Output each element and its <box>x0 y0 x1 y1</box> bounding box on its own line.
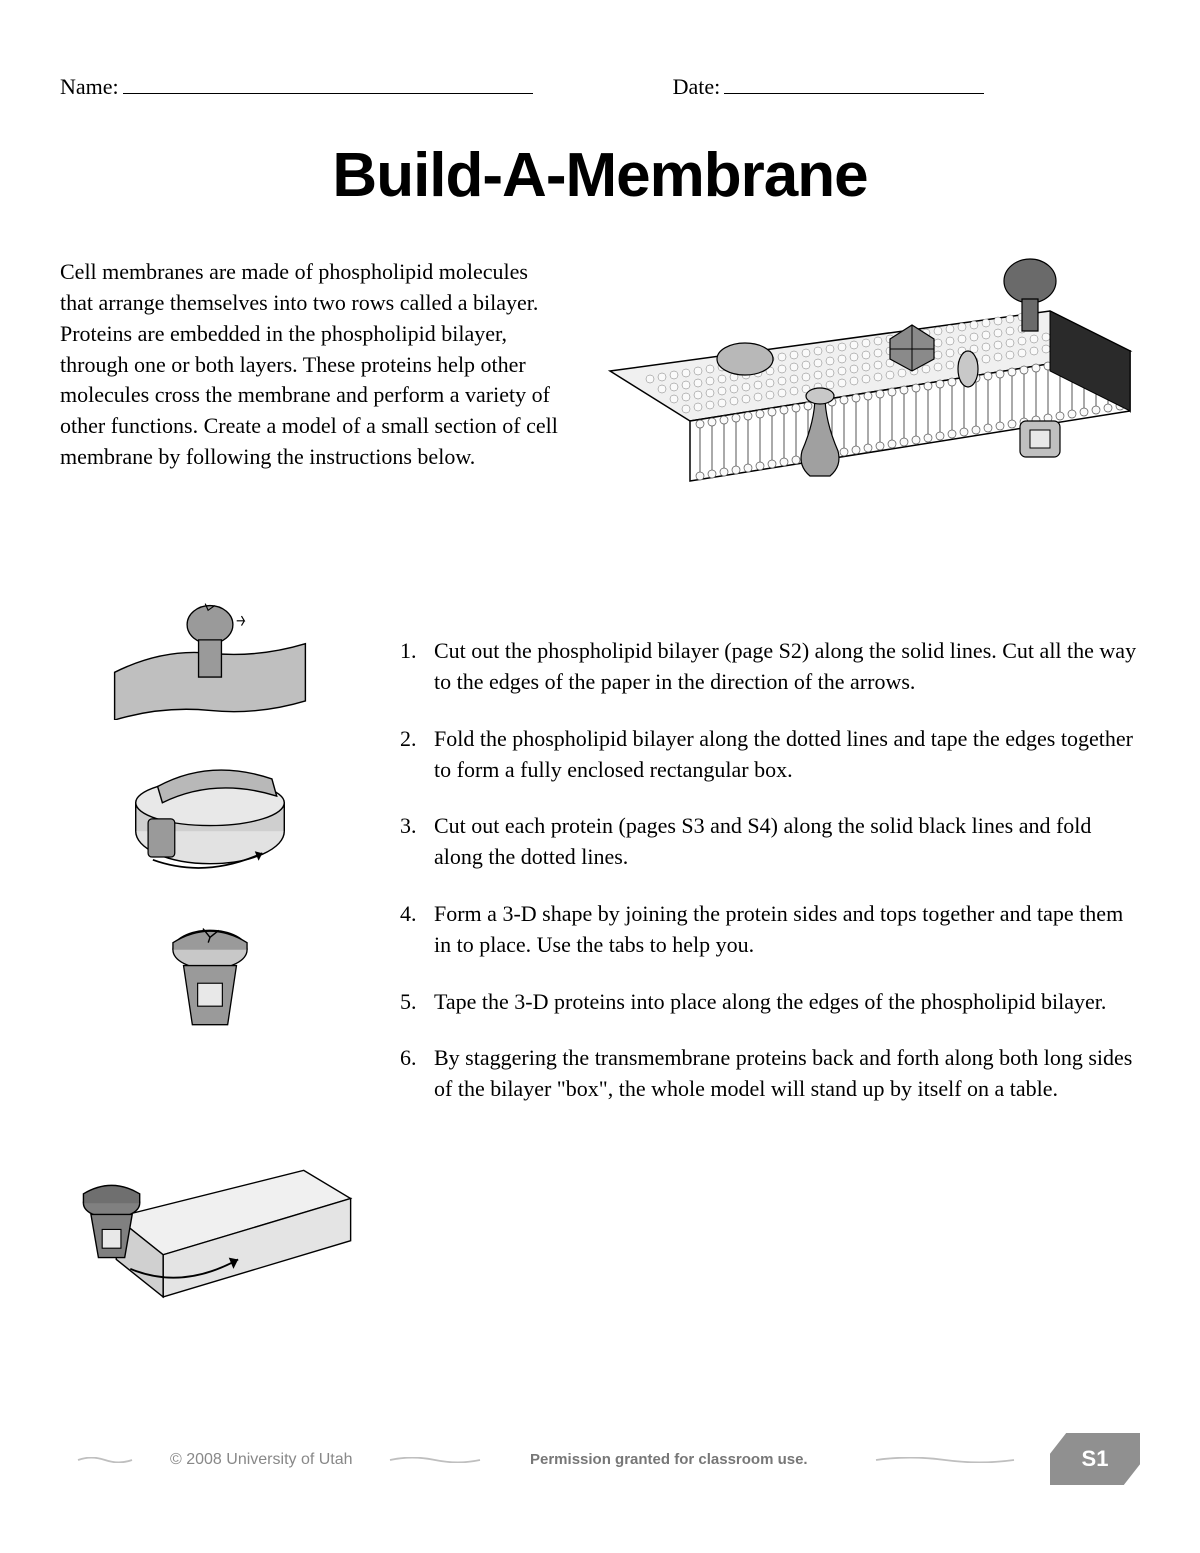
step-item: Form a 3-D shape by joining the protein … <box>400 899 1140 961</box>
step-diagram-2 <box>110 750 310 884</box>
step-diagram-4 <box>60 1086 360 1311</box>
footer-wave-icon <box>60 1457 150 1463</box>
footer-wave-icon <box>360 1457 510 1463</box>
membrane-illustration <box>590 251 1150 516</box>
steps-column: Cut out the phospholipid bilayer (page S… <box>400 596 1140 1311</box>
date-field: Date: <box>673 70 985 100</box>
step-diagrams-column <box>60 596 360 1311</box>
page-title: Build-A-Membrane <box>60 140 1140 211</box>
step-diagram-1 <box>105 596 315 720</box>
step-item: By staggering the transmembrane proteins… <box>400 1043 1140 1105</box>
page-number-badge: S1 <box>1050 1433 1140 1485</box>
step-item: Cut out each protein (pages S3 and S4) a… <box>400 811 1140 873</box>
permission-text: Permission granted for classroom use. <box>530 1451 808 1468</box>
step-item: Tape the 3-D proteins into place along t… <box>400 987 1140 1018</box>
footer-wave-icon <box>830 1457 1060 1463</box>
step-item: Cut out the phospholipid bilayer (page S… <box>400 636 1140 698</box>
name-label: Name: <box>60 74 119 100</box>
step-item: Fold the phospholipid bilayer along the … <box>400 724 1140 786</box>
copyright-text: © 2008 University of Utah <box>170 1451 353 1469</box>
name-blank-line[interactable] <box>123 70 533 94</box>
step-diagram-3 <box>135 914 285 1056</box>
worksheet-page: Name: Date: Build-A-Membrane Cell membra… <box>0 0 1200 1553</box>
steps-list: Cut out the phospholipid bilayer (page S… <box>400 636 1140 1105</box>
date-label: Date: <box>673 74 721 100</box>
header-fields: Name: Date: <box>60 70 1140 100</box>
instructions-row: Cut out the phospholipid bilayer (page S… <box>60 596 1140 1311</box>
page-footer: © 2008 University of Utah Permission gra… <box>60 1433 1140 1493</box>
name-field: Name: <box>60 70 533 100</box>
date-blank-line[interactable] <box>724 70 984 94</box>
intro-row: Cell membranes are made of phospholipid … <box>60 251 1140 516</box>
intro-paragraph: Cell membranes are made of phospholipid … <box>60 251 560 516</box>
